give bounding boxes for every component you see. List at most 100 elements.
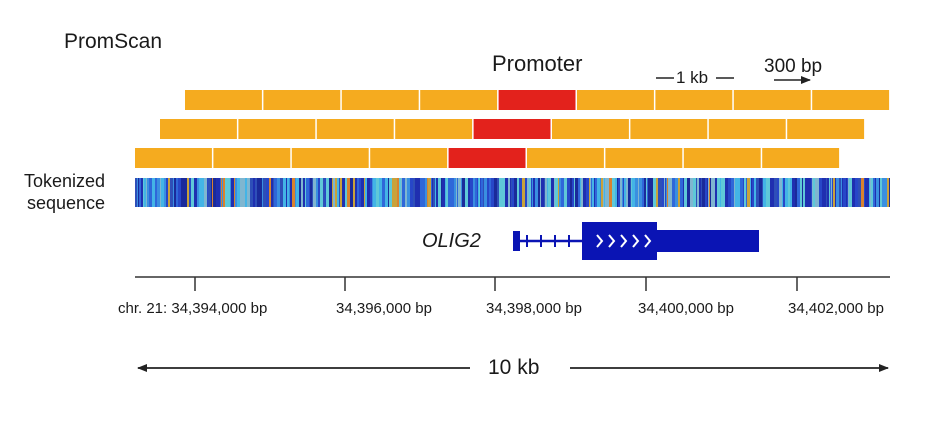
token-stripe (774, 178, 777, 207)
gene-label: OLIG2 (422, 230, 481, 252)
token-stripe (287, 178, 289, 207)
token-stripe (838, 178, 839, 207)
token-stripe (139, 178, 141, 207)
window-block (135, 148, 212, 168)
token-stripe (812, 178, 813, 207)
tick-label-5: 34,402,000 bp (788, 300, 884, 317)
token-stripe (221, 178, 222, 207)
token-stripe (583, 178, 586, 207)
token-stripe (415, 178, 417, 207)
token-stripe (811, 178, 812, 207)
token-stripe (831, 178, 832, 207)
token-stripe (533, 178, 535, 207)
token-stripe (586, 178, 589, 207)
token-stripe (216, 178, 218, 207)
token-stripe (522, 178, 525, 207)
token-stripe (885, 178, 887, 207)
token-stripe (693, 178, 696, 207)
window-block (552, 119, 629, 139)
promoter-window (473, 119, 551, 139)
token-stripe (350, 178, 353, 207)
token-stripe (819, 178, 822, 207)
token-stripe (740, 178, 743, 207)
token-stripe (442, 178, 445, 207)
step-size-label: 300 bp (764, 56, 823, 77)
token-stripe (502, 178, 505, 207)
token-stripe (407, 178, 410, 207)
token-stripe (783, 178, 785, 207)
token-stripe (157, 178, 160, 207)
token-stripe (271, 178, 273, 207)
token-stripe (753, 178, 754, 207)
token-stripe (683, 178, 684, 207)
token-stripe (869, 178, 870, 207)
token-stripe (861, 178, 864, 207)
token-stripe (597, 178, 600, 207)
strand-chevron (596, 234, 604, 248)
window-block (370, 148, 448, 168)
token-stripe (752, 178, 753, 207)
token-stripe (141, 178, 143, 207)
token-stripe (240, 178, 241, 207)
strand-chevron (608, 234, 616, 248)
token-stripe (379, 178, 382, 207)
token-stripe (817, 178, 819, 207)
token-stripe (173, 178, 174, 207)
token-stripe (665, 178, 666, 207)
token-stripe (572, 178, 574, 207)
token-stripe (766, 178, 767, 207)
token-stripe (650, 178, 653, 207)
window-block (341, 90, 419, 110)
token-stripe (870, 178, 871, 207)
token-stripe (357, 178, 359, 207)
token-stripe (762, 178, 763, 207)
tick-label-1: chr. 21: 34,394,000 bp (118, 300, 268, 317)
token-stripe (644, 178, 646, 207)
token-stripe (707, 178, 708, 207)
window-block (762, 148, 840, 168)
token-stripe (724, 178, 725, 207)
token-stripe (164, 178, 166, 207)
token-stripe (178, 178, 181, 207)
window-block (213, 148, 291, 168)
token-stripe (725, 178, 728, 207)
token-stripe (813, 178, 815, 207)
token-stripe (563, 178, 564, 207)
token-stripe (696, 178, 697, 207)
token-stripe (289, 178, 290, 207)
tokenized-sequence-label: Tokenized sequence (24, 170, 105, 214)
token-stripe (137, 178, 138, 207)
token-stripe (194, 178, 197, 207)
token-stripe (790, 178, 792, 207)
token-stripe (678, 178, 680, 207)
token-stripe (372, 178, 373, 207)
token-stripe (325, 178, 326, 207)
token-stripe (470, 178, 473, 207)
token-stripe (367, 178, 370, 207)
token-stripe (876, 178, 879, 207)
token-stripe (402, 178, 405, 207)
token-stripe (465, 178, 468, 207)
token-stripe (532, 178, 533, 207)
window-block (395, 119, 473, 139)
token-stripe (578, 178, 580, 207)
token-stripe (371, 178, 372, 207)
token-stripe (882, 178, 885, 207)
token-stripe (428, 178, 431, 207)
token-stripe (419, 178, 420, 207)
token-stripe (247, 178, 250, 207)
token-stripe (435, 178, 436, 207)
token-stripe (373, 178, 376, 207)
token-stripe (517, 178, 519, 207)
token-stripe (458, 178, 461, 207)
token-stripe (879, 178, 880, 207)
token-stripe (875, 178, 876, 207)
token-stripe (468, 178, 470, 207)
token-stripe (713, 178, 715, 207)
token-stripe (475, 178, 477, 207)
token-stripe (675, 178, 678, 207)
token-stripe (717, 178, 720, 207)
token-stripe (146, 178, 147, 207)
token-stripe (148, 178, 149, 207)
token-stripe (296, 178, 299, 207)
